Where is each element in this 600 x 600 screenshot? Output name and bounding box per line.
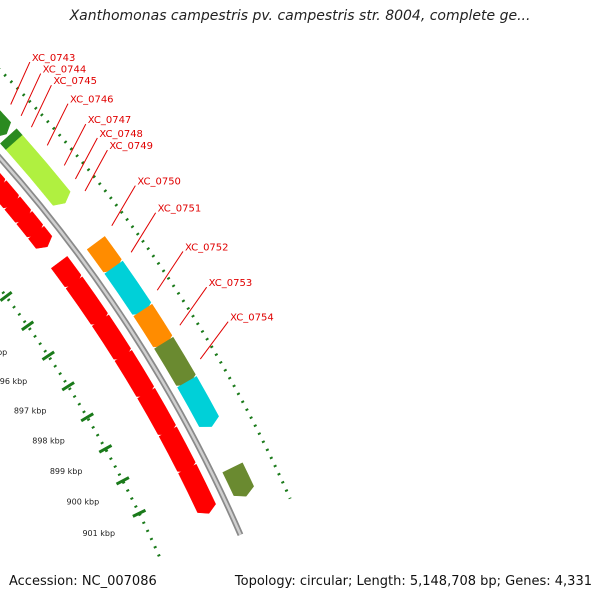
gene-label[interactable]: XC_0748 xyxy=(99,129,143,140)
tick-mark xyxy=(80,412,95,423)
gene-feature xyxy=(178,463,216,514)
gene-leader-line xyxy=(130,212,157,253)
gene-feature xyxy=(0,110,12,136)
gene-feature xyxy=(28,225,53,249)
gene-leader-line xyxy=(10,61,31,105)
tick-label: 897 kbp xyxy=(14,406,47,415)
tick-ring xyxy=(0,285,161,558)
tick-ring xyxy=(0,67,292,500)
gene-feature xyxy=(104,260,152,315)
gene-label[interactable]: XC_0749 xyxy=(109,141,153,152)
gene-label[interactable]: XC_0753 xyxy=(209,278,253,289)
tick-marks-layer: 890 kbp891 kbp892 kbp893 kbp894 kbp895 k… xyxy=(0,67,292,558)
gene-leader-line xyxy=(46,103,69,146)
tick-mark xyxy=(21,320,35,332)
gene-leader-line xyxy=(179,286,208,326)
gene-leader-line xyxy=(111,185,136,226)
gene-label[interactable]: XC_0754 xyxy=(230,313,274,324)
gene-label[interactable]: XC_0747 xyxy=(88,115,132,126)
tick-label: 896 kbp xyxy=(0,377,27,386)
features-layer xyxy=(0,110,255,514)
gene-leader-line xyxy=(74,137,98,180)
backbone-layer xyxy=(0,153,244,536)
tick-mark xyxy=(132,508,147,518)
gene-label[interactable]: XC_0751 xyxy=(158,204,202,215)
gene-label[interactable]: XC_0744 xyxy=(43,65,87,76)
tick-label: 898 kbp xyxy=(32,436,65,445)
genome-stats-text: Topology: circular; Length: 5,148,708 bp… xyxy=(234,574,592,589)
gene-leader-line xyxy=(84,149,108,192)
gene-label[interactable]: XC_0743 xyxy=(32,53,76,64)
gene-feature xyxy=(177,376,219,427)
gene-label[interactable]: XC_0745 xyxy=(53,76,97,87)
tick-label: 901 kbp xyxy=(82,529,115,538)
tick-mark xyxy=(61,381,75,392)
tick-label: 895 kbp xyxy=(0,348,7,357)
tick-label: 900 kbp xyxy=(67,498,100,507)
tick-mark xyxy=(0,291,13,302)
gene-leader-line xyxy=(63,123,87,166)
gene-label[interactable]: XC_0750 xyxy=(137,177,181,188)
gene-feature xyxy=(5,134,71,206)
map-title: Xanthomonas campestris pv. campestris st… xyxy=(69,8,531,24)
gene-leader-line xyxy=(20,73,42,117)
gene-leader-line xyxy=(199,321,229,360)
gene-leader-line xyxy=(156,251,184,291)
tick-mark xyxy=(41,350,55,361)
gene-feature xyxy=(222,462,255,497)
tick-label: 899 kbp xyxy=(50,467,83,476)
accession-text: Accession: NC_007086 xyxy=(9,574,157,589)
gene-label[interactable]: XC_0752 xyxy=(185,242,229,253)
tick-mark xyxy=(115,476,130,486)
tick-mark xyxy=(98,444,113,454)
gene-label[interactable]: XC_0746 xyxy=(70,95,114,106)
backbone-arc xyxy=(0,156,242,536)
gene-leader-line xyxy=(30,84,52,128)
